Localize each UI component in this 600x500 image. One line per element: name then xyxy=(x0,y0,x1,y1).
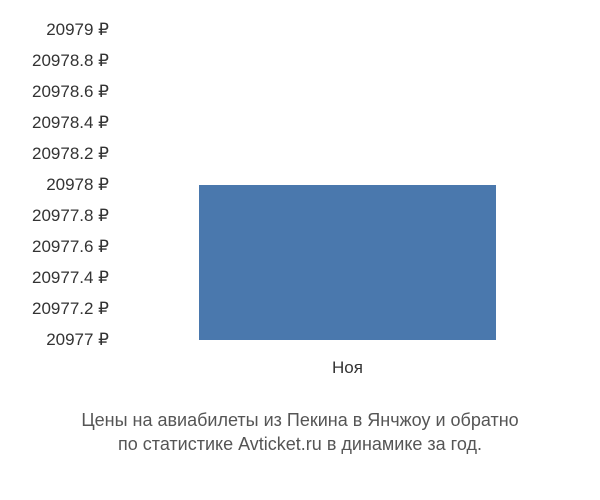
y-tick-label: 20978.2 ₽ xyxy=(32,144,109,164)
y-tick-label: 20977.2 ₽ xyxy=(32,299,109,319)
y-tick-label: 20979 ₽ xyxy=(46,20,109,40)
y-axis: 20979 ₽ 20978.8 ₽ 20978.6 ₽ 20978.4 ₽ 20978.… xyxy=(0,10,115,350)
caption-line-1: Цены на авиабилеты из Пекина в Янчжоу и … xyxy=(0,408,600,432)
x-tick-label: Ноя xyxy=(332,358,363,378)
chart-caption: Цены на авиабилеты из Пекина в Янчжоу и … xyxy=(0,408,600,457)
price-chart: 20979 ₽ 20978.8 ₽ 20978.6 ₽ 20978.4 ₽ 20978.… xyxy=(0,10,600,380)
plot-area: Ноя xyxy=(115,10,580,350)
y-tick-label: 20977 ₽ xyxy=(46,330,109,350)
y-tick-label: 20978.6 ₽ xyxy=(32,82,109,102)
bar xyxy=(199,185,497,340)
y-tick-label: 20977.4 ₽ xyxy=(32,268,109,288)
y-tick-label: 20978.8 ₽ xyxy=(32,51,109,71)
caption-line-2: по статистике Avticket.ru в динамике за … xyxy=(0,432,600,456)
y-tick-label: 20978 ₽ xyxy=(46,175,109,195)
y-tick-label: 20977.6 ₽ xyxy=(32,237,109,257)
y-tick-label: 20978.4 ₽ xyxy=(32,113,109,133)
y-tick-label: 20977.8 ₽ xyxy=(32,206,109,226)
